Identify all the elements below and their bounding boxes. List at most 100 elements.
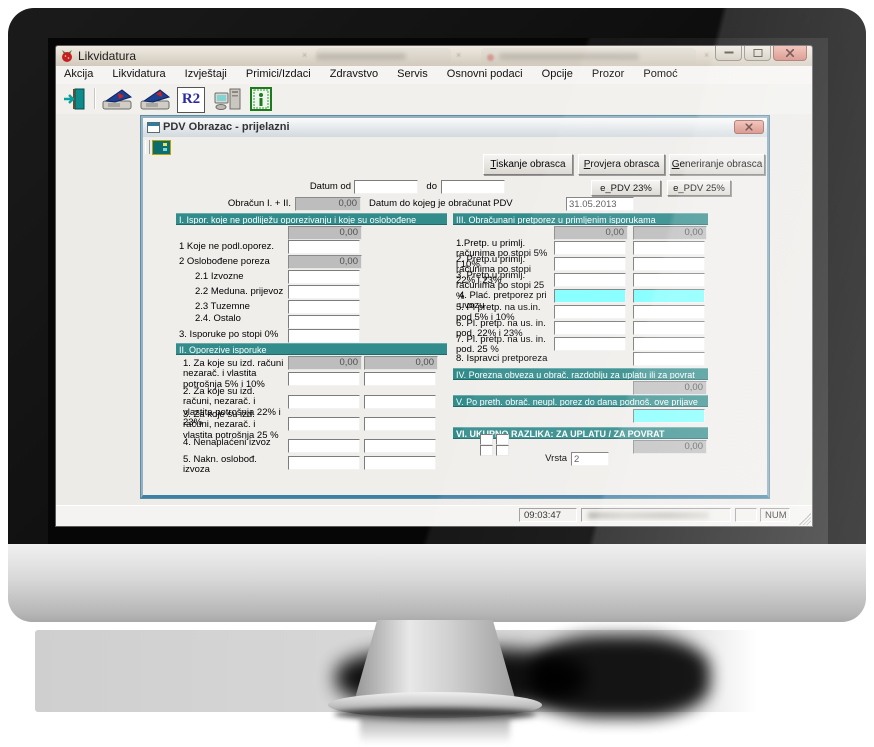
section4-total: 0,00 [633,381,707,395]
vrsta-input[interactable] [571,452,609,466]
vi-checkbox-4[interactable] [496,445,509,456]
s1-row2-label: 2.1 Izvozne [195,271,244,282]
s2-row1-input1[interactable] [288,395,360,409]
s3-row6-label: 7. Pl. pretp. na us. in. pod. 25 % [456,334,546,356]
pdv-titlebar[interactable]: PDV Obrazac - prijelazni [143,118,767,138]
statusbar-blurred-panel [581,508,731,522]
s3-row4-label: 5. Pl pretp. na us.in. pod 5% i 10% [456,302,541,324]
obracun-label: Obračun I. + II. [227,198,291,209]
s3-row2-label: 3. Pretp.u primlj. računima po stopi 25 … [456,270,545,302]
s1-row6-input[interactable] [288,329,360,343]
pdv-close-button[interactable] [734,120,764,134]
menu-osnovni-podaci[interactable]: Osnovni podaci [446,68,523,80]
s2-row2-input2[interactable] [364,417,436,431]
menu-primici-izdaci[interactable]: Primici/Izdaci [245,68,311,80]
datum-pdv-input[interactable] [566,197,634,211]
vi-checkbox-2[interactable] [496,434,509,445]
s2-row4-input2[interactable] [364,456,436,470]
s3-row2-input1[interactable] [554,273,626,287]
s2-row2-input1[interactable] [288,417,360,431]
blurred-text [588,512,710,519]
s1-row4-label: 2.3 Tuzemne [195,301,250,312]
check-form-button[interactable]: Provjera obrasca [578,154,665,175]
menu-akcija[interactable]: Akcija [64,68,94,80]
datum-do-input[interactable] [441,180,505,194]
s2-row0-input2[interactable] [364,372,436,386]
vi-checkbox-1[interactable] [480,434,493,445]
app-berry-icon [62,50,72,62]
section2-header: II. Oporezive isporuke [176,343,447,355]
maximize-button[interactable] [744,46,771,61]
s2-row4-input1[interactable] [288,456,360,470]
print-form-button[interactable]: Tiskanje obrasca [483,154,573,175]
exit-icon[interactable] [62,87,92,111]
s1-row5-input[interactable] [288,315,360,329]
datum-pdv-label: Datum do kojeg je obračunat PDV [369,198,513,209]
info-icon[interactable] [250,87,272,111]
s1-row4-input[interactable] [288,300,360,314]
s1-row1-label: 2 Oslobođene poreza [179,256,270,267]
section1-header: I. Ispor. koje ne podliježu oporezivanju… [176,213,447,225]
s3-row0-input2[interactable] [633,241,705,255]
app-titlebar[interactable]: Likvidatura × × × [56,46,812,67]
r2-report-icon[interactable]: R2 [177,87,205,113]
s3-row4-input2[interactable] [633,305,705,319]
menu-likvidatura[interactable]: Likvidatura [112,68,166,80]
menu-opcije[interactable]: Opcije [541,68,573,80]
section4-header: IV. Porezna obveza u obrač. razdoblju za… [453,368,708,380]
s3-row1-input1[interactable] [554,257,626,271]
statusbar: 09:03:47 NUM [56,505,812,526]
scan-in-icon[interactable] [100,87,134,111]
menu-prozor[interactable]: Prozor [591,68,625,80]
s3-row4-input1[interactable] [554,305,626,319]
s3-row7-input[interactable] [633,352,705,366]
menu-zdravstvo[interactable]: Zdravstvo [329,68,379,80]
pdv-window-icon [147,122,160,133]
s3-row3-input1[interactable] [554,289,626,303]
resize-grip[interactable] [799,513,811,525]
s3-row2-input2[interactable] [633,273,705,287]
minimize-button[interactable] [715,46,742,61]
s1-row1-field: 0,00 [288,255,362,269]
section3-total-0: 0,00 [554,226,628,240]
menu-pomoc[interactable]: Pomoć [643,68,678,80]
s3-row6-input2[interactable] [633,337,705,351]
menu-izvjestaji[interactable]: Izvještaji [184,68,227,80]
toolbar: R2 [56,84,812,115]
child-toolbar-icon[interactable] [152,140,171,155]
datum-od-input[interactable] [354,180,418,194]
epdv25-button[interactable]: e_PDV 25% [667,180,731,196]
s3-row5-input2[interactable] [633,321,705,335]
close-button[interactable] [773,46,807,61]
screen-reflection-tabs: × × × [296,46,776,65]
s1-row0-input[interactable] [288,240,360,254]
s3-row1-input2[interactable] [633,257,705,271]
s1-row2-input[interactable] [288,270,360,284]
do-label: do [426,181,437,192]
s2-row3-input1[interactable] [288,439,360,453]
s3-row0-input1[interactable] [554,241,626,255]
statusbar-empty-panel [735,508,757,522]
s1-row3-input[interactable] [288,285,360,299]
s2-row0-input1[interactable] [288,372,360,386]
s2-row0-label: 1. Za koje su izd. računi nezarač. i vla… [183,358,284,390]
s3-row6-input1[interactable] [554,337,626,351]
vrsta-label: Vrsta [545,453,567,464]
s3-row5-label: 6. Pl. pretp. na us. in. pod. 22% i 23% [456,318,546,340]
s3-row3-input2[interactable] [633,289,705,303]
obracun-total: 0,00 [295,197,361,211]
epdv23-button[interactable]: e_PDV 23% [591,180,661,196]
scan-out-icon[interactable] [138,87,172,111]
s2-row3-input2[interactable] [364,439,436,453]
section1-total: 0,00 [288,226,362,240]
section5-header: V. Po preth. obrač. neupl. porez do dana… [453,395,708,407]
s3-row5-input1[interactable] [554,321,626,335]
computer-icon[interactable] [212,87,244,111]
menu-servis[interactable]: Servis [397,68,428,80]
section5-input[interactable] [633,409,705,423]
s2-row1-input2[interactable] [364,395,436,409]
generate-form-button[interactable]: Generiranje obrasca [669,154,765,175]
s1-row5-label: 2.4. Ostalo [195,313,241,324]
vi-checkbox-3[interactable] [480,445,493,456]
